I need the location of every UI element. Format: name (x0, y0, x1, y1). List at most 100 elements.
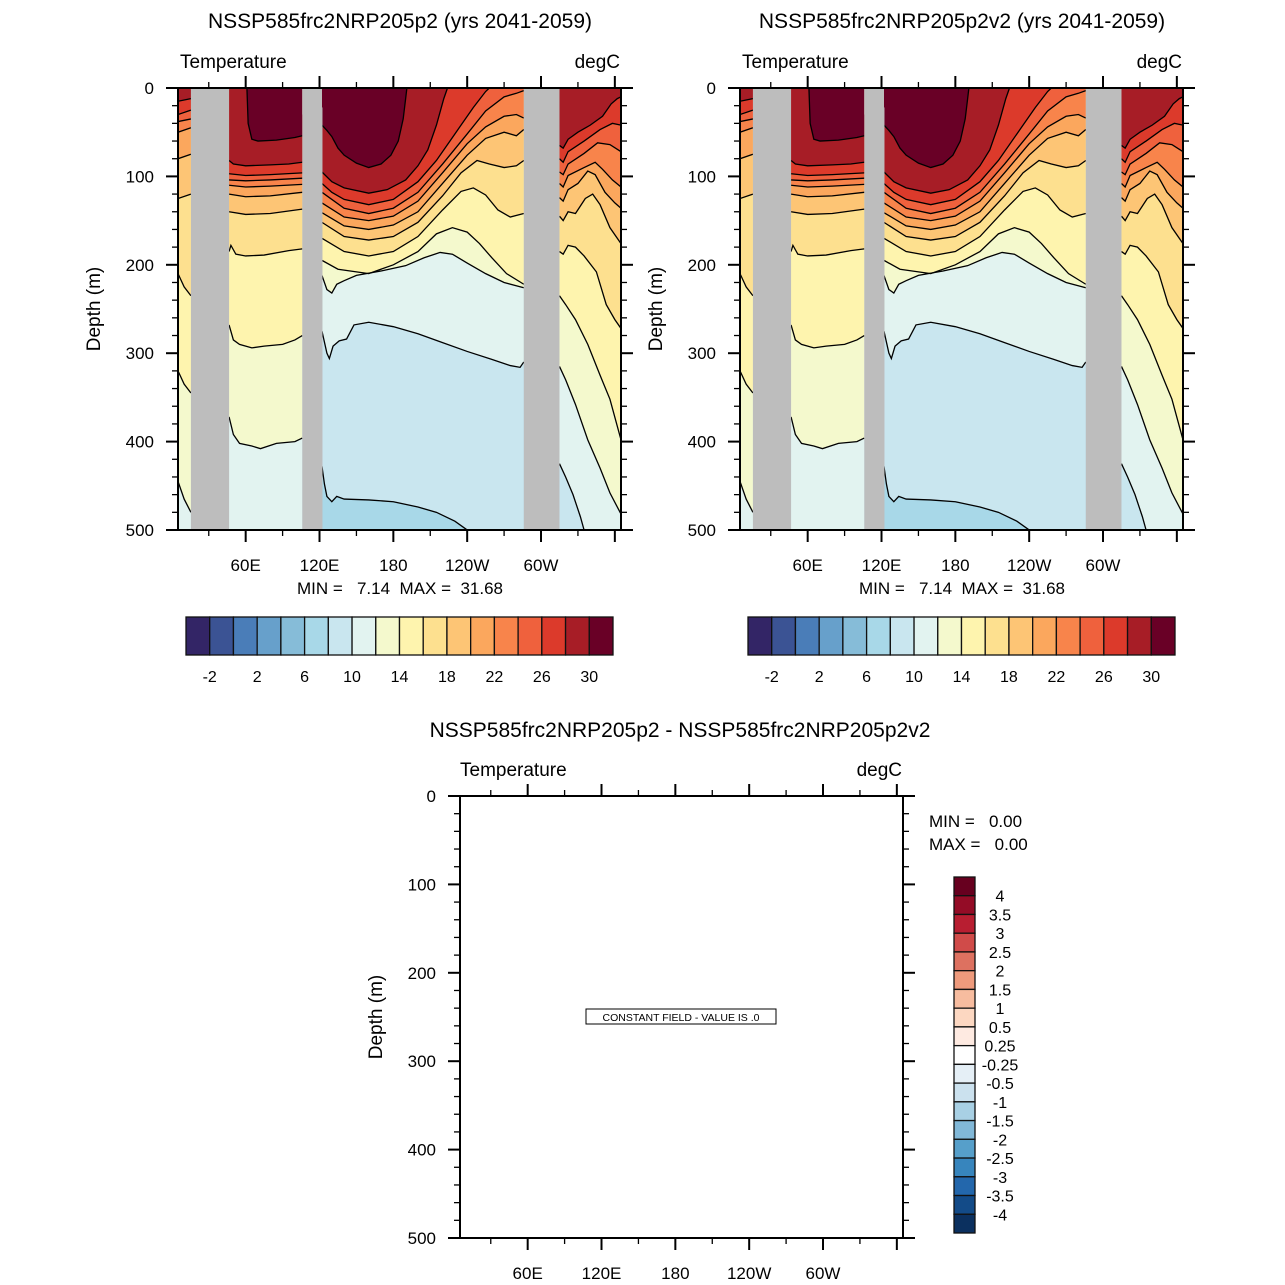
x-tick-label: 120W (1007, 556, 1051, 575)
y-axis-label: Depth (m) (84, 267, 105, 351)
colorbar-label: 2 (253, 669, 262, 686)
band-above-28 (559, 88, 621, 149)
constant-field-box (585, 1008, 777, 1025)
land-mask (302, 88, 322, 530)
colorbar-box (794, 616, 820, 656)
isotherm-14 (228, 324, 303, 349)
x-tick-label: 120E (862, 556, 902, 575)
colorbar-box (953, 1176, 976, 1197)
isotherm-20 (740, 153, 754, 160)
colorbar-box (541, 616, 567, 656)
x-tick-label: 60W (524, 556, 559, 575)
isotherm-18 (740, 193, 754, 200)
colorbar-box (771, 616, 797, 656)
isotherm-14 (883, 226, 1087, 285)
isotherm-18 (228, 208, 303, 216)
isotherm-22 (321, 113, 525, 222)
x-tick-label: 60W (806, 1264, 841, 1283)
isotherm-22 (178, 127, 192, 133)
y-tick-label: 400 (408, 1141, 436, 1160)
colorbar-box (953, 1026, 976, 1047)
isotherm-28 (321, 88, 449, 194)
colorbar-label: 3 (996, 926, 1005, 943)
colorbar-box (889, 616, 915, 656)
band-above-30 (883, 88, 969, 168)
panel-right-temperature: NSSP585frc2NRP205p2v2 (yrs 2041-2059) Te… (646, 10, 1195, 686)
y-tick-label: 100 (408, 875, 436, 894)
isotherm-18 (558, 193, 621, 244)
band-above-28 (1121, 88, 1183, 149)
colorbar-box (327, 616, 353, 656)
isotherm-10 (558, 463, 585, 530)
y-tick-label: 500 (408, 1229, 436, 1248)
colorbar-box (842, 616, 868, 656)
y-tick-label: 0 (145, 79, 154, 98)
colorbar-box (446, 616, 472, 656)
band-above-28 (178, 88, 191, 102)
colorbar-label: 6 (862, 669, 871, 686)
max-stat: MAX = 0.00 (929, 835, 1028, 854)
x-tick-label: 180 (379, 556, 407, 575)
isotherm-30 (883, 88, 970, 169)
y-tick-label: 500 (126, 521, 154, 540)
colorbar-box (398, 616, 424, 656)
isotherm-28 (790, 159, 865, 167)
colorbar-box (984, 616, 1010, 656)
contour-field (740, 88, 1183, 530)
y-tick-label: 300 (126, 344, 154, 363)
left-string: Temperature (460, 760, 567, 781)
isotherm-26 (228, 172, 303, 177)
colorbar-box (953, 1044, 976, 1066)
isotherm-18 (883, 159, 1087, 241)
isotherm-16 (178, 273, 192, 297)
panel-title: NSSP585frc2NRP205p2v2 (yrs 2041-2059) (759, 10, 1165, 33)
isotherm-18 (1120, 193, 1183, 244)
y-tick-label: 0 (427, 787, 436, 806)
colorbar-box (280, 616, 306, 656)
y-tick-label: 300 (688, 344, 716, 363)
colorbar-box (588, 616, 614, 656)
isotherm-8 (883, 466, 1030, 530)
band-above-30 (808, 88, 865, 142)
contour-field (178, 88, 621, 530)
band-above-30 (321, 88, 407, 168)
colorbar-box (1126, 616, 1152, 656)
colorbar-label: 2.5 (989, 945, 1011, 962)
y-tick-label: 100 (126, 167, 154, 186)
colorbar-label: -2 (203, 669, 217, 686)
isotherm-12 (558, 366, 621, 515)
colorbar-box (564, 616, 590, 656)
colorbar-box (953, 988, 976, 1009)
colorbar-label: 10 (343, 669, 361, 686)
colorbar-box (1150, 616, 1176, 656)
colorbar-box (422, 616, 448, 656)
isotherm-30 (321, 88, 408, 169)
isotherm-12 (178, 481, 192, 513)
panel-title: NSSP585frc2NRP205p2 - NSSP585frc2NRP205p… (430, 719, 931, 742)
colorbar-label: 30 (580, 669, 598, 686)
isotherm-20 (790, 191, 865, 198)
isotherm-12 (740, 481, 754, 513)
isotherm-12 (228, 416, 303, 450)
colorbar-label: -2.5 (986, 1151, 1014, 1168)
colorbar-box (953, 876, 976, 897)
isotherm-22 (228, 183, 303, 188)
isotherm-22 (883, 113, 1087, 222)
isotherm-12 (321, 251, 524, 295)
colorbar-label: 6 (300, 669, 309, 686)
y-axis-label: Depth (m) (646, 267, 667, 351)
colorbar-box (1032, 616, 1058, 656)
isotherm-20 (321, 129, 525, 231)
isotherm-16 (321, 187, 524, 257)
units-label: degC (575, 52, 620, 73)
panel-left-temperature: NSSP585frc2NRP205p2 (yrs 2041-2059) Temp… (84, 10, 633, 686)
isotherm-8 (321, 466, 468, 530)
colorbar-box (185, 616, 211, 656)
land-mask (190, 88, 230, 530)
min-max-stats: MIN = 7.14 MAX = 31.68 (859, 579, 1065, 598)
isotherm-16 (1121, 244, 1183, 329)
isotherm-24 (178, 118, 192, 123)
colorbar-box (818, 616, 844, 656)
isotherm-20 (559, 170, 621, 209)
